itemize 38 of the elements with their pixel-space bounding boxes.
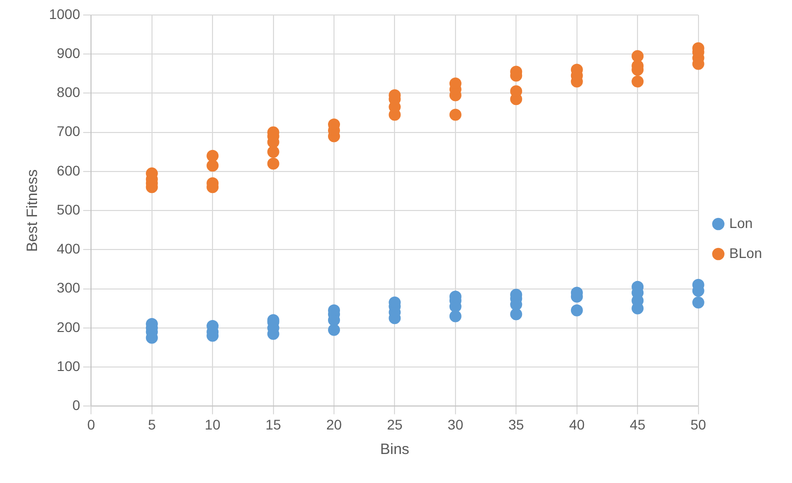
legend-label: Lon — [729, 214, 753, 231]
y-tick-label: 400 — [56, 240, 80, 257]
point — [632, 76, 644, 88]
y-tick-label: 800 — [56, 84, 80, 100]
point — [570, 304, 583, 316]
y-tick-label: 200 — [56, 318, 80, 335]
point — [328, 324, 340, 336]
point — [206, 150, 219, 162]
x-tick-label: 0 — [87, 416, 96, 432]
point — [692, 296, 704, 309]
point — [449, 310, 462, 322]
x-tick-label: 40 — [569, 416, 585, 432]
y-axis-title: Best Fitness — [24, 169, 42, 252]
point — [206, 160, 219, 172]
point — [267, 146, 280, 158]
x-tick-label: 20 — [326, 416, 342, 432]
y-tick-label: 900 — [56, 44, 80, 61]
point — [510, 308, 522, 320]
x-tick-label: 35 — [508, 416, 524, 432]
y-tick-label: 700 — [56, 123, 80, 140]
y-tick-label: 600 — [56, 162, 80, 178]
x-tick-label: 25 — [386, 416, 403, 432]
y-tick-label: 500 — [56, 201, 80, 218]
y-tick-label: 100 — [56, 358, 80, 374]
x-tick-label: 10 — [204, 416, 221, 432]
y-tick-label: 1000 — [48, 6, 80, 22]
x-tick-label: 30 — [448, 416, 464, 432]
x-tick-label: 45 — [630, 416, 646, 432]
x-tick-label: 5 — [148, 416, 156, 432]
x-tick-label: 15 — [266, 416, 282, 432]
y-tick-label: 300 — [56, 280, 80, 296]
y-tick-label: 0 — [72, 397, 80, 414]
x-axis-title: Bins — [380, 441, 410, 458]
point — [632, 50, 644, 62]
point — [267, 158, 280, 170]
point — [449, 108, 462, 121]
x-tick-label: 50 — [690, 416, 706, 432]
legend-label: BLon — [729, 244, 762, 261]
